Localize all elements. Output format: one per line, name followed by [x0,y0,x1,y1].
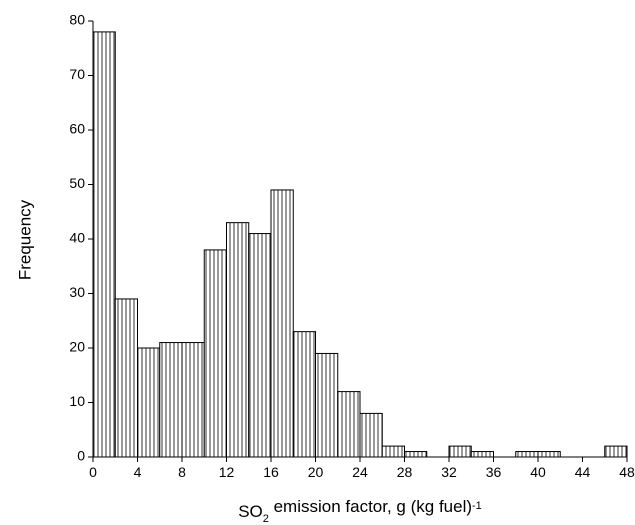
x-tick-label: 12 [219,464,235,480]
y-tick-label: 40 [69,230,85,246]
x-tick-label: 48 [619,464,635,480]
x-axis-title-part: 2 [263,513,269,525]
bar [315,352,339,458]
bar [337,391,361,458]
y-tick-label: 80 [69,12,85,28]
bar [159,342,183,458]
x-axis-title-part: SO [238,502,263,521]
y-tick-label: 50 [69,175,85,191]
bar [137,347,161,458]
x-tick-label: 24 [352,464,368,480]
x-tick-label: 8 [178,464,186,480]
bar [203,249,227,458]
x-tick-label: 20 [308,464,324,480]
bar [92,31,116,458]
x-axis-title-part: emission factor, g (kg fuel) [269,497,472,516]
bar [515,451,539,458]
y-tick-label: 0 [77,448,85,464]
x-tick-label: 44 [575,464,591,480]
bar [359,412,383,458]
x-axis-title-part: -1 [472,500,482,512]
y-tick-label: 70 [69,66,85,82]
bar [114,298,138,458]
bar [381,445,405,458]
y-tick-label: 10 [69,393,85,409]
y-tick-label: 60 [69,121,85,137]
x-tick-label: 40 [530,464,546,480]
bar [604,445,628,458]
bar [248,233,272,458]
x-tick-label: 28 [397,464,413,480]
y-tick-label: 20 [69,339,85,355]
bar [181,342,205,458]
bar [292,331,316,458]
bar [537,451,561,458]
bar [470,451,494,458]
x-tick-label: 16 [263,464,279,480]
x-axis-title: SO2 emission factor, g (kg fuel)-1 [238,497,482,525]
x-tick-label: 0 [89,464,97,480]
x-tick-label: 36 [486,464,502,480]
bar [270,189,294,458]
x-tick-label: 4 [134,464,142,480]
x-tick-label: 32 [441,464,457,480]
bar [448,445,472,458]
bar [226,222,250,458]
bar [404,451,428,458]
y-tick-label: 30 [69,284,85,300]
y-axis-title: Frequency [15,199,34,280]
